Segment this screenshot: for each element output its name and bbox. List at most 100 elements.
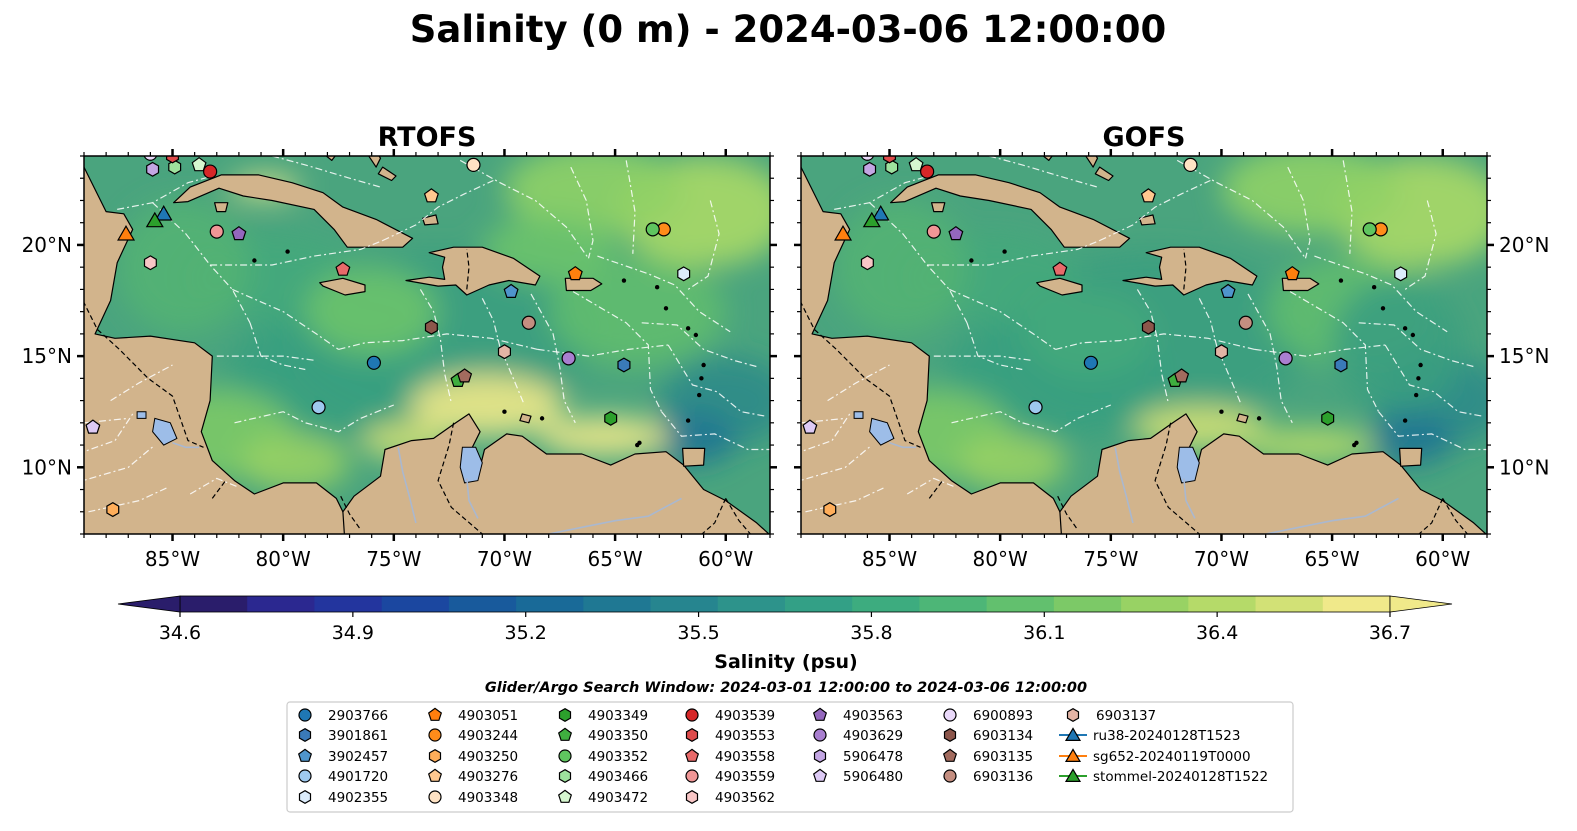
argo-float-6903135 [1174, 368, 1190, 383]
eez-boundary [572, 291, 663, 412]
colorbar-swatch [247, 596, 316, 612]
legend-box [286, 701, 1294, 813]
legend-hexagon-marker [813, 749, 827, 763]
argo-float-6903137 [1214, 344, 1229, 360]
argo-float-4903563 [948, 225, 964, 241]
legend-pentagon-marker [942, 748, 958, 762]
legend-pentagon-marker [812, 768, 828, 782]
legend-hexagon-marker [685, 728, 699, 742]
legend-label: 4903276 [458, 769, 518, 785]
search-window-caption: Glider/Argo Search Window: 2024-03-01 12… [485, 680, 1087, 696]
legend-label: 6903135 [973, 749, 1033, 765]
land-cuba [889, 174, 1131, 248]
salinity-patch [834, 200, 967, 334]
country-border [701, 498, 727, 534]
colorbar-tick-label: 36.4 [1196, 622, 1238, 644]
legend-item-4903563: 4903563 [812, 707, 903, 724]
eez-boundary [530, 293, 576, 424]
colorbar-swatch [1188, 596, 1257, 612]
country-border [1183, 249, 1187, 290]
river [466, 478, 479, 519]
eez-boundary [88, 486, 169, 513]
colorbar-swatch [180, 596, 248, 612]
colorbar-extend-high [1389, 595, 1453, 613]
argo-float-4903352 [1362, 222, 1377, 237]
lon-tick-label: 65°W [587, 547, 642, 571]
legend-item-sg652-20240119T0000: sg652-20240119T0000 [1059, 748, 1251, 765]
argo-float-4901720 [1028, 400, 1043, 415]
legend-item-4903051: 4903051 [427, 707, 518, 724]
small-island [1371, 284, 1377, 290]
argo-float-4903051 [1284, 265, 1300, 281]
argo-float-4903250 [106, 502, 120, 518]
legend-label: 4902355 [328, 790, 388, 806]
argo-float-4903562 [860, 255, 874, 271]
small-island [1413, 392, 1419, 398]
argo-float-4903472 [908, 156, 924, 172]
legend-circle-marker [428, 728, 442, 742]
land-jamaica [319, 277, 366, 296]
land-bahamas4 [377, 166, 397, 182]
colorbar-swatch [986, 596, 1055, 612]
legend-item-6903135: 6903135 [942, 748, 1033, 765]
colorbar-swatch [650, 596, 719, 612]
river [548, 497, 682, 534]
argo-float-2903766 [366, 355, 381, 370]
argo-float-4903559 [209, 224, 224, 239]
legend-label: 4903466 [588, 769, 648, 785]
legend-item-4903629: 4903629 [813, 728, 903, 744]
eez-boundary [827, 364, 890, 402]
small-island [1416, 376, 1421, 381]
legend-item-4903244: 4903244 [428, 728, 518, 744]
map-panel-rtofs[interactable]: RTOFS 85°W 80°W 75°W 70°W 65°W 60°W 20°N 15°N 10… [22, 122, 793, 571]
argo-float-5906478 [146, 161, 160, 177]
legend-item-5906480: 5906480 [812, 768, 903, 785]
colorbar: 34.6 34.9 35.2 35.5 35.8 36.1 36.4 36.7 Salinit… [117, 595, 1453, 673]
small-island [1380, 306, 1386, 311]
legend-label: 4903472 [588, 790, 648, 806]
colorbar-swatch [1121, 596, 1189, 612]
eez-boundary [1342, 160, 1353, 254]
eez-boundary [1378, 411, 1487, 451]
small-island [685, 418, 691, 423]
glider-stommel [862, 211, 881, 228]
legend-hexagon-marker [298, 790, 312, 804]
land-south-america [342, 413, 770, 534]
map-panel-gofs[interactable]: GOFS 85°W 80°W 75°W 70°W 65°W 60°W 20°N 15°N 10°… [790, 122, 1550, 571]
legend-circle-marker [813, 728, 827, 742]
colorbar-label: Salinity (psu) [714, 651, 857, 673]
legend-item-6903134: 6903134 [943, 728, 1033, 744]
land-isla-juventud [930, 202, 946, 213]
land-bahamas4 [1094, 166, 1114, 182]
eez-boundary [84, 413, 134, 453]
country-border [928, 480, 944, 499]
legend-circle-marker [943, 708, 957, 722]
eez-boundary [641, 322, 760, 368]
eez-boundary [117, 175, 213, 210]
argo-floats-rtofs [85, 156, 691, 518]
legend-item-4903349: 4903349 [558, 708, 648, 724]
eez-boundary [1358, 322, 1477, 368]
lon-tick-label: 60°W [698, 547, 753, 571]
lat-tick-label: 10°N [22, 455, 72, 479]
land-south-america [1059, 413, 1487, 534]
argo-float-4903629 [1278, 351, 1293, 366]
lake-maracaibo [459, 446, 483, 484]
eez-boundaries-rtofs [84, 156, 770, 513]
argo-float-4903558 [1052, 261, 1068, 276]
legend-item-6903136: 6903136 [943, 769, 1033, 785]
eez-boundary [216, 355, 317, 362]
argo-float-4903051 [567, 265, 583, 281]
legend-item-ru38-20240128T1523: ru38-20240128T1523 [1059, 727, 1240, 744]
panel-title-rtofs: RTOFS [378, 122, 477, 153]
country-border [1057, 495, 1079, 530]
legend-label: sg652-20240119T0000 [1093, 749, 1251, 765]
legend-circle-marker [298, 708, 312, 722]
argo-float-4903349 [604, 410, 618, 426]
legend-glider-marker [1064, 748, 1082, 763]
small-island [1354, 440, 1359, 446]
legend-circle-marker [943, 769, 957, 783]
legend-label: 6900893 [973, 708, 1033, 724]
small-island [252, 258, 257, 263]
salinity-patch [238, 433, 350, 492]
